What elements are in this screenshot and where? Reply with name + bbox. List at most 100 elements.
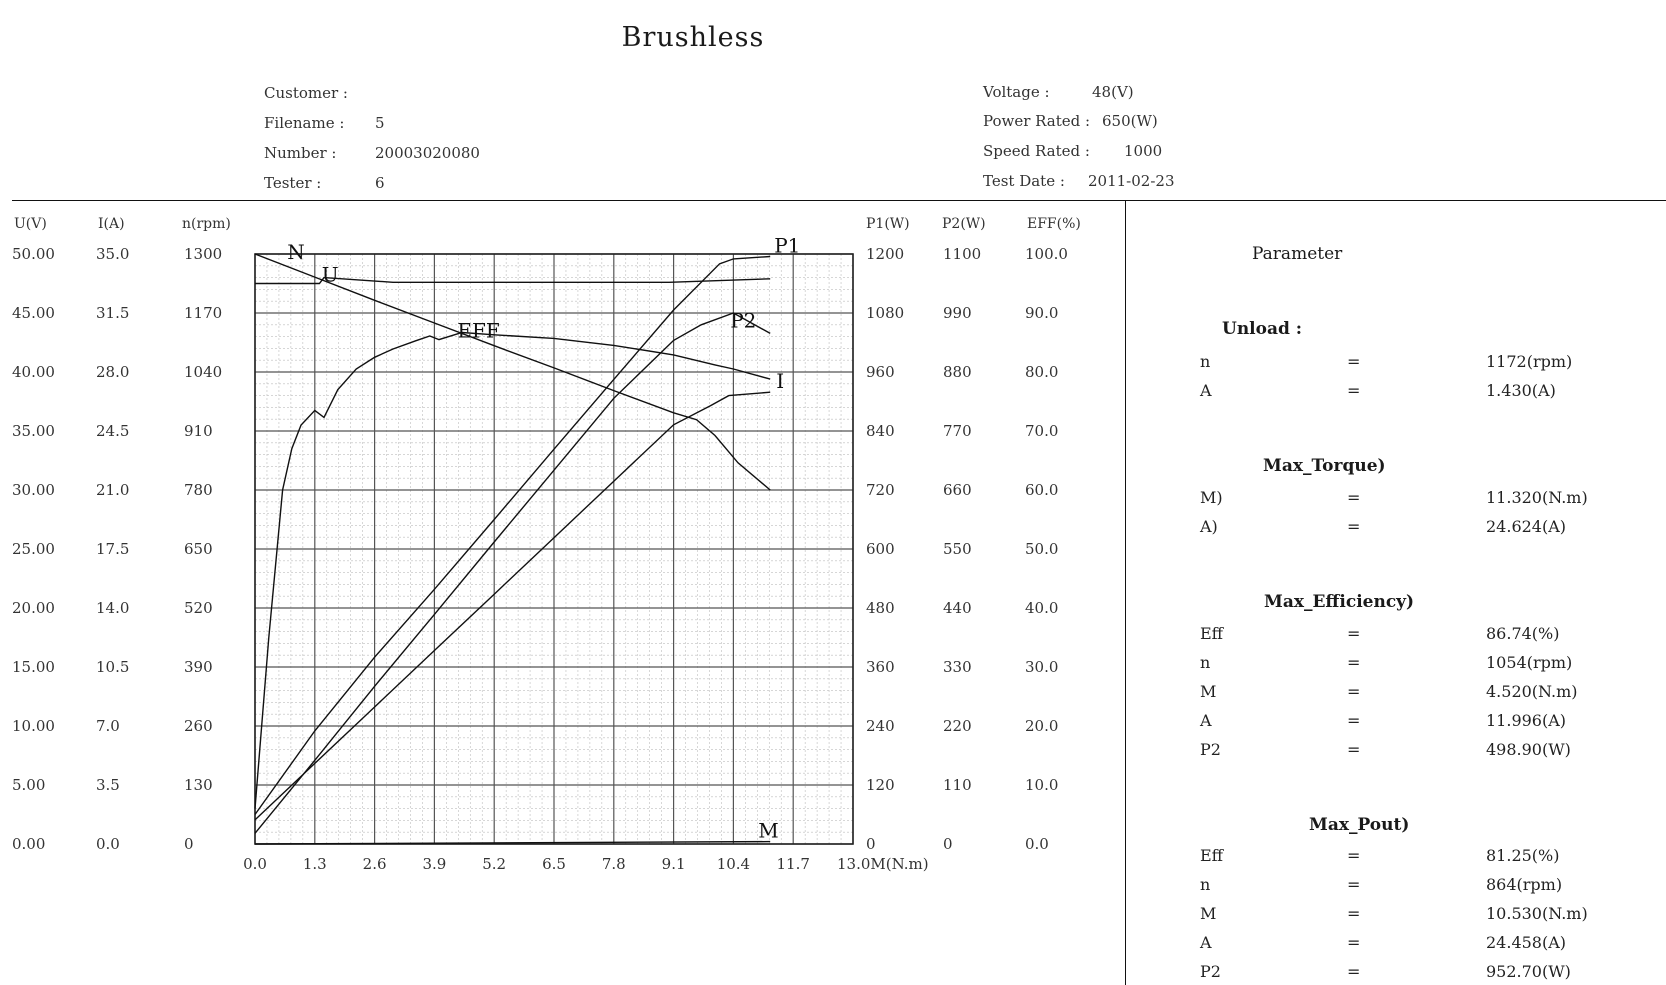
parameter-row-value: 11.996(A) (1486, 711, 1567, 730)
parameter-row-label: n (1200, 352, 1211, 371)
y-tick-label: 720 (866, 481, 895, 499)
parameter-row-equals: = (1347, 875, 1361, 894)
speed-rated-value: 1000 (1124, 142, 1163, 160)
y-tick-label: 650 (184, 540, 213, 558)
filename-label: Filename : (264, 114, 345, 132)
y-tick-label: 3.5 (96, 776, 120, 794)
series-label-eff: EFF (457, 319, 499, 343)
tester-label: Tester : (264, 174, 322, 192)
parameter-row-equals: = (1347, 682, 1361, 701)
parameter-section-heading: Max_Pout) (1309, 815, 1410, 835)
y-tick-label: 0.0 (1025, 835, 1049, 853)
customer-label: Customer : (264, 84, 348, 102)
tester-value: 6 (375, 174, 385, 192)
y-tick-label: 100.0 (1025, 245, 1068, 263)
parameter-row-value: 11.320(N.m) (1486, 488, 1588, 507)
y-tick-label: 550 (943, 540, 972, 558)
y-tick-label: 25.00 (12, 540, 55, 558)
parameter-row-equals: = (1347, 933, 1361, 952)
axis-label-p2: P2(W) (942, 216, 986, 232)
x-tick-label: 5.2 (482, 855, 507, 873)
y-tick-label: 990 (943, 304, 972, 322)
parameter-row-equals: = (1347, 488, 1361, 507)
y-tick-label: 130 (184, 776, 213, 794)
y-tick-label: 240 (866, 717, 895, 735)
performance-chart: UN EFF P1 P2 I M (254, 233, 854, 845)
axis-label-p1: P1(W) (866, 216, 910, 232)
parameter-row-label: A (1200, 381, 1212, 400)
series-line-m (254, 840, 771, 845)
x-tick-label: 11.7 (776, 855, 810, 873)
y-tick-label: 20.00 (12, 599, 55, 617)
y-tick-label: 440 (943, 599, 972, 617)
axis-label-eff: EFF(%) (1027, 216, 1081, 232)
parameter-row-equals: = (1347, 962, 1361, 981)
parameter-row-label: A (1200, 711, 1212, 730)
y-tick-label: 1300 (184, 245, 223, 263)
y-tick-label: 600 (866, 540, 895, 558)
parameter-row-label: Eff (1200, 624, 1224, 643)
parameter-row-value: 1.430(A) (1486, 381, 1556, 400)
parameter-row-label: M) (1200, 488, 1223, 507)
y-tick-label: 220 (943, 717, 972, 735)
y-tick-label: 50.00 (12, 245, 55, 263)
x-tick-label: 6.5 (542, 855, 566, 873)
y-tick-label: 21.0 (96, 481, 130, 499)
parameter-row-label: Eff (1200, 846, 1224, 865)
voltage-value: 48(V) (1092, 83, 1134, 101)
parameter-row-value: 864(rpm) (1486, 875, 1563, 894)
x-tick-label: 3.9 (422, 855, 447, 873)
parameter-row-value: 498.90(W) (1486, 740, 1571, 759)
y-tick-label: 24.5 (96, 422, 130, 440)
series-label-m: M (758, 819, 778, 843)
plot-frame (254, 253, 854, 845)
y-tick-label: 0 (866, 835, 876, 853)
y-tick-label: 1040 (184, 363, 223, 381)
parameter-section-heading: Max_Torque) (1263, 456, 1386, 476)
power-rated-label: Power Rated : (983, 112, 1091, 130)
y-tick-label: 60.0 (1025, 481, 1059, 499)
filename-value: 5 (375, 114, 385, 132)
y-tick-label: 520 (184, 599, 213, 617)
series-label-u: U (322, 263, 339, 287)
voltage-label: Voltage : (983, 83, 1050, 101)
parameter-row-equals: = (1347, 517, 1361, 536)
parameter-row-value: 86.74(%) (1486, 624, 1560, 643)
number-label: Number : (264, 144, 337, 162)
parameter-row-value: 1172(rpm) (1486, 352, 1573, 371)
number-value: 20003020080 (375, 144, 480, 162)
y-tick-label: 31.5 (96, 304, 130, 322)
parameter-row-equals: = (1347, 352, 1361, 371)
parameter-row-equals: = (1347, 381, 1361, 400)
parameter-row-value: 952.70(W) (1486, 962, 1571, 981)
power-rated-value: 650(W) (1102, 112, 1158, 130)
parameter-section-heading: Max_Efficiency) (1264, 592, 1415, 612)
header-divider (12, 200, 1666, 201)
y-tick-label: 120 (866, 776, 895, 794)
parameter-row-label: P2 (1200, 740, 1221, 759)
test-date-value: 2011-02-23 (1088, 172, 1175, 190)
series-line-p2 (254, 312, 771, 834)
y-tick-label: 20.0 (1025, 717, 1059, 735)
y-tick-label: 45.00 (12, 304, 55, 322)
series-line-p1 (254, 255, 771, 815)
parameter-section-heading: Unload : (1222, 319, 1303, 339)
y-tick-label: 660 (943, 481, 972, 499)
series-label-p2: P2 (730, 308, 756, 332)
x-tick-label: 9.1 (661, 855, 686, 873)
series-line-eff (254, 331, 771, 809)
parameter-row-equals: = (1347, 653, 1361, 672)
y-tick-label: 480 (866, 599, 895, 617)
y-tick-label: 80.0 (1025, 363, 1059, 381)
y-tick-label: 770 (943, 422, 972, 440)
y-tick-label: 50.0 (1025, 540, 1059, 558)
y-tick-label: 7.0 (96, 717, 120, 735)
y-tick-label: 0 (184, 835, 194, 853)
y-tick-label: 70.0 (1025, 422, 1059, 440)
x-tick-label: 0.0 (243, 855, 267, 873)
y-tick-label: 0.0 (96, 835, 120, 853)
y-tick-label: 260 (184, 717, 213, 735)
y-tick-label: 17.5 (96, 540, 130, 558)
parameter-row-equals: = (1347, 711, 1361, 730)
x-tick-label: 10.4 (716, 855, 751, 873)
